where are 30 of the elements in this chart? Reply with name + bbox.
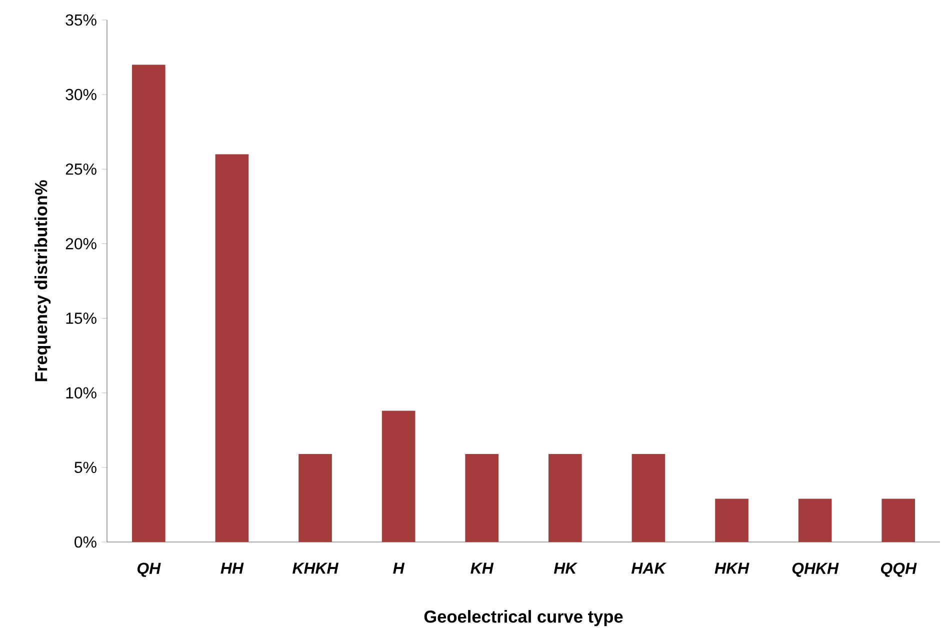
y-axis-title: Frequency distribution% <box>34 180 51 382</box>
bar <box>548 454 582 542</box>
bar <box>882 498 916 542</box>
y-tick-label: 25% <box>66 164 96 175</box>
x-axis-title: Geoelectrical curve type <box>424 610 623 626</box>
x-tick-label: QHKH <box>792 562 839 577</box>
bar <box>715 498 748 542</box>
bar <box>632 454 666 542</box>
bar <box>298 454 332 542</box>
bar <box>132 64 166 542</box>
x-tick-label: QQH <box>880 562 917 577</box>
bar <box>382 410 416 542</box>
x-tick-label: H <box>393 562 405 574</box>
y-tick-label: 5% <box>74 462 96 474</box>
y-tick-label: 0% <box>74 536 96 548</box>
y-tick-label: 20% <box>66 238 96 250</box>
x-tick-label: HH <box>220 562 244 574</box>
y-tick-label: 15% <box>66 312 96 324</box>
x-tick-label: KH <box>470 562 494 574</box>
x-tick-label: HK <box>554 562 578 574</box>
x-tick-label: QH <box>137 562 161 577</box>
x-tick-label: HAK <box>631 562 667 574</box>
bar <box>215 154 249 542</box>
x-tick-label: KHKH <box>292 562 339 574</box>
y-tick-label: 30% <box>66 88 96 100</box>
bar <box>465 454 499 542</box>
y-tick-label: 10% <box>66 387 96 398</box>
bar <box>798 498 832 542</box>
x-tick-label: HKH <box>714 562 750 574</box>
y-tick-label: 35% <box>66 14 96 26</box>
